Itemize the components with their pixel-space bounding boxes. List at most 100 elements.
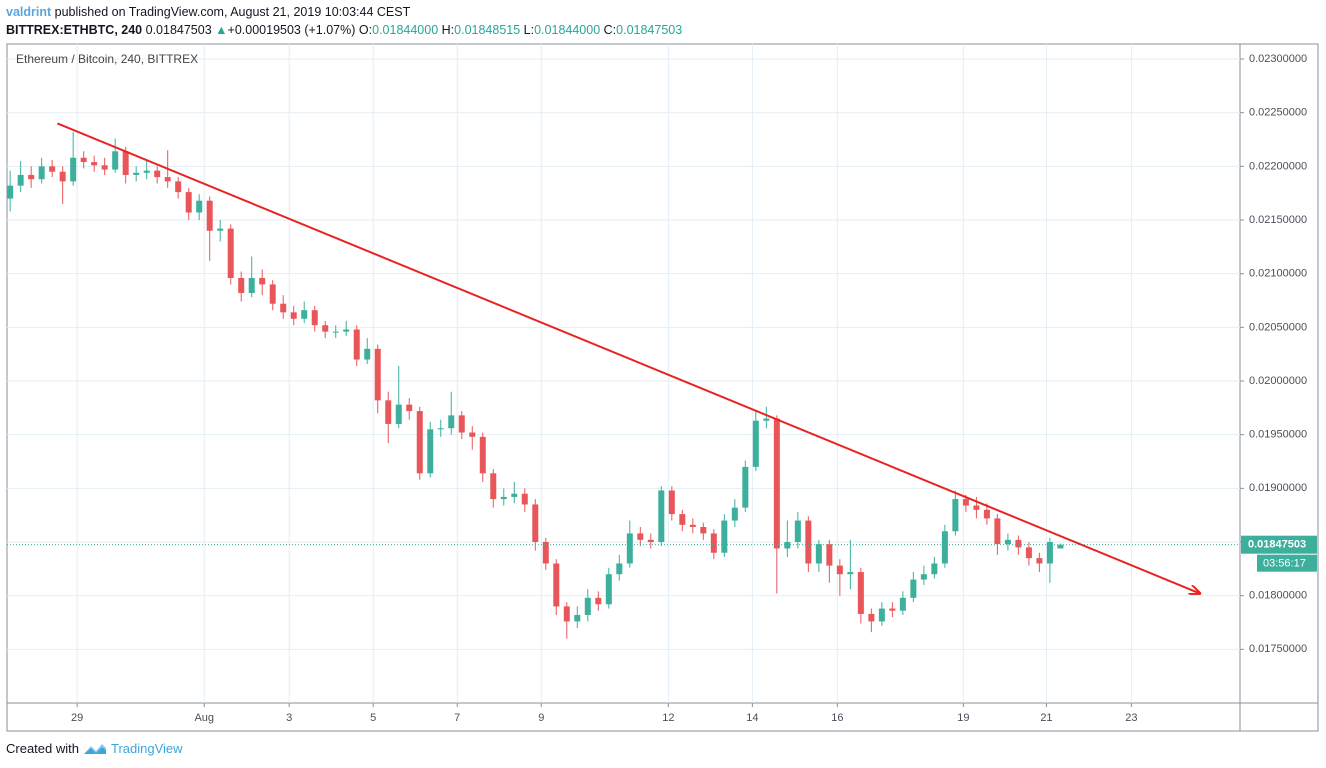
candle-body	[343, 329, 350, 332]
candle-body	[416, 411, 423, 474]
candle-body	[406, 404, 413, 412]
candle-body	[878, 608, 885, 622]
candle-body	[364, 348, 371, 360]
candle-body	[248, 277, 255, 294]
ohlc-label: O:	[358, 23, 373, 37]
candle-body	[38, 166, 45, 180]
candle-body	[689, 524, 696, 527]
candle-body	[1025, 547, 1032, 559]
y-tick-label: 0.01800000	[1249, 590, 1307, 602]
candle-body	[616, 563, 623, 575]
candle-body	[385, 400, 392, 424]
candle-body	[710, 533, 717, 553]
ohlc-value: 0.01844000	[534, 23, 601, 37]
y-tick-label: 0.02300000	[1249, 53, 1307, 65]
candle-body	[752, 420, 759, 467]
y-tick-label: 0.02200000	[1249, 160, 1307, 172]
candle-body	[574, 614, 581, 622]
grid	[7, 44, 1240, 703]
candle-body	[196, 200, 203, 213]
created-with: Created with	[6, 741, 79, 756]
y-tick-label: 0.02050000	[1249, 321, 1307, 333]
candle-body	[994, 518, 1001, 545]
candle-body	[206, 200, 213, 231]
x-tick-label: 3	[286, 712, 292, 724]
candle-body	[49, 166, 56, 172]
candle-body	[227, 228, 234, 278]
candle-body	[427, 429, 434, 474]
candle-body	[983, 509, 990, 519]
candle-body	[605, 574, 612, 605]
author[interactable]: valdrint	[6, 5, 52, 19]
x-tick-label: 19	[957, 712, 969, 724]
ohlc-value: 0.01848515	[454, 23, 521, 37]
candle-body	[542, 542, 549, 564]
candle-body	[962, 499, 969, 506]
x-tick-label: 21	[1040, 712, 1052, 724]
x-tick-label: 16	[831, 712, 843, 724]
ohlc-value: 0.01847503	[616, 23, 683, 37]
price: 0.01847503	[145, 23, 212, 37]
y-tick-label: 0.01900000	[1249, 482, 1307, 494]
candle-body	[637, 533, 644, 540]
x-tick-label: 7	[454, 712, 460, 724]
y-tick-label: 0.02150000	[1249, 214, 1307, 226]
candle-body	[826, 544, 833, 566]
candle-body	[280, 303, 287, 313]
candle-body	[290, 312, 297, 319]
candle-body	[868, 613, 875, 622]
candle-body	[899, 597, 906, 611]
candle-body	[910, 579, 917, 598]
candle-body	[920, 574, 927, 580]
candle-body	[301, 310, 308, 319]
candle-body	[164, 177, 171, 182]
candle-body	[532, 504, 539, 543]
candle-body	[70, 157, 77, 182]
legend-label: Ethereum / Bitcoin, 240, BITTREX	[16, 52, 198, 66]
y-tick-label: 0.01950000	[1249, 429, 1307, 441]
candle-body	[1046, 542, 1053, 564]
candle-body	[847, 572, 854, 575]
candle-body	[374, 348, 381, 401]
chart: Ethereum / Bitcoin, 240, BITTREX 0.01750…	[6, 43, 1319, 732]
candle-body	[217, 228, 224, 231]
candle-body	[238, 277, 245, 294]
candle-body	[7, 185, 14, 199]
candle-body	[815, 544, 822, 564]
y-tick-label: 0.02250000	[1249, 107, 1307, 119]
candle-body	[805, 520, 812, 564]
candle-body	[28, 174, 35, 180]
ohlc-label: C:	[603, 23, 617, 37]
ohlc: O:0.01844000 H:0.01848515 L:0.01844000 C…	[359, 23, 682, 37]
candle-body	[721, 520, 728, 553]
candle-body	[553, 563, 560, 607]
candle-body	[458, 415, 465, 433]
ohlc-label: L:	[523, 23, 535, 37]
candle-body	[521, 493, 528, 505]
candle-body	[437, 428, 444, 430]
footer: Created with TradingView	[6, 741, 183, 756]
candle-body	[80, 157, 87, 163]
candle-body	[742, 466, 749, 508]
brand[interactable]: TradingView	[110, 741, 183, 756]
candle-body	[448, 415, 455, 429]
x-tick-label: 23	[1125, 712, 1137, 724]
candle-body	[763, 418, 770, 421]
candle-body	[395, 404, 402, 424]
candle-body	[479, 436, 486, 474]
candle-body	[322, 325, 329, 332]
y-tick-label: 0.02100000	[1249, 268, 1307, 280]
candle-body	[1057, 544, 1064, 549]
candle-body	[794, 520, 801, 543]
candle-body	[259, 277, 266, 285]
candle-body	[857, 572, 864, 614]
ohlc-label: H:	[441, 23, 455, 37]
candle-body	[154, 170, 161, 178]
arrow: ▲	[215, 23, 228, 37]
quote-line: BITTREX:ETHBTC, 240 0.01847503 ▲+0.00019…	[6, 21, 682, 39]
trendline	[57, 122, 1200, 593]
candle-body	[311, 310, 318, 326]
symbol: BITTREX:ETHBTC, 240	[6, 23, 143, 37]
candle-body	[185, 192, 192, 213]
